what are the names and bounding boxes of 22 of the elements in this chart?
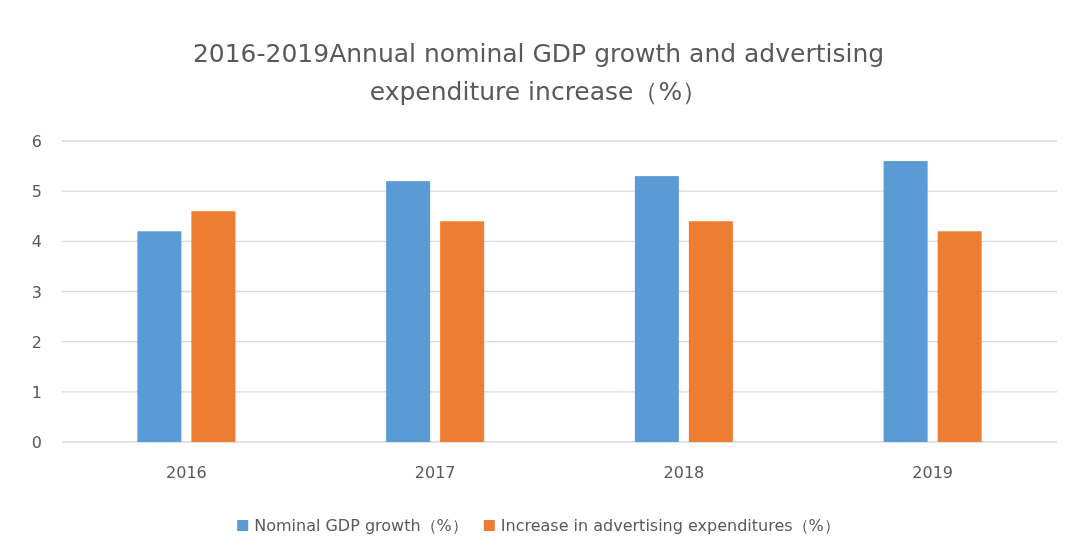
- bar: [634, 176, 679, 442]
- bar: [137, 231, 182, 442]
- y-tick-label: 3: [31, 282, 42, 302]
- y-tick-label: 2: [31, 332, 42, 352]
- bar: [883, 161, 928, 442]
- x-tick-label: 2018: [663, 463, 705, 482]
- legend-label: Nominal GDP growth（%）: [254, 516, 468, 535]
- x-tick-label: 2016: [166, 463, 207, 482]
- bar: [191, 211, 236, 442]
- x-tick-label: 2017: [414, 463, 456, 482]
- x-tick-label: 2019: [912, 463, 953, 482]
- y-tick-label: 1: [31, 382, 42, 402]
- y-tick-label: 6: [31, 132, 42, 151]
- chart-title: 2016-2019Annual nominal GDP growth and advertising expenditure increase（%）: [192, 39, 885, 106]
- bar: [440, 221, 485, 442]
- bar: [386, 181, 431, 442]
- y-tick-label: 5: [31, 182, 42, 202]
- y-tick-label: 0: [31, 433, 42, 452]
- legend-label: Increase in advertising expenditures（%）: [500, 516, 840, 535]
- bar: [937, 231, 982, 442]
- bar: [688, 221, 733, 442]
- y-tick-label: 4: [31, 232, 42, 252]
